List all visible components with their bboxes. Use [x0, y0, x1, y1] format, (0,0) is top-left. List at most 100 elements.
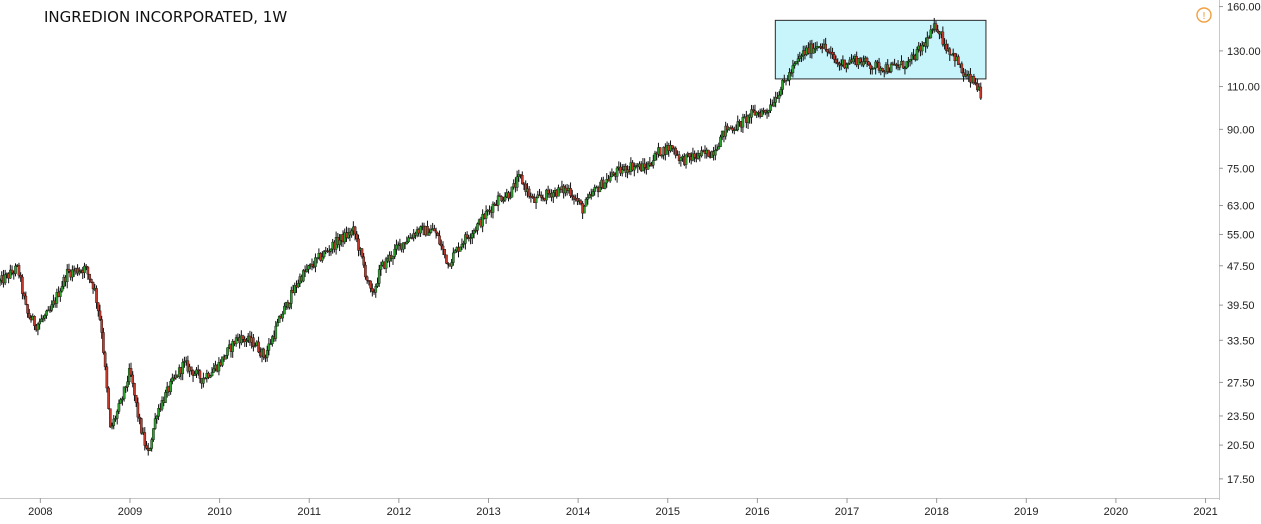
candle-up: [38, 321, 41, 325]
candle-down: [941, 31, 945, 45]
candle-up: [536, 194, 540, 199]
candle-up: [405, 241, 409, 245]
y-tick-label: 110.00: [1227, 82, 1260, 94]
candle-down: [91, 282, 95, 290]
candle-up: [907, 60, 910, 63]
candle-up: [322, 251, 326, 258]
candle-down: [731, 127, 734, 131]
warning-circle-icon[interactable]: !: [1196, 7, 1212, 23]
candle-up: [305, 269, 309, 272]
candle-up: [396, 244, 400, 247]
candle-up: [110, 425, 114, 428]
candle-down: [507, 192, 510, 199]
candle-up: [660, 154, 664, 157]
candle-up: [14, 265, 17, 274]
candle-down: [103, 352, 107, 368]
candle-up: [510, 186, 514, 198]
candle-up: [419, 226, 422, 234]
candle-up: [195, 369, 198, 375]
candle-down: [436, 232, 440, 237]
candle-up: [839, 64, 843, 67]
candle-down: [539, 195, 543, 198]
candle-down: [858, 58, 862, 63]
candle-up: [898, 64, 902, 68]
candle-up: [476, 223, 479, 231]
candle-down: [198, 370, 202, 379]
candle-up: [788, 72, 791, 81]
candle-down: [191, 370, 195, 376]
candle-up: [122, 386, 126, 400]
candle-up: [152, 428, 155, 440]
candle-up: [55, 292, 59, 304]
candle-up: [296, 283, 300, 288]
candle-up: [588, 194, 591, 198]
candle-up: [43, 315, 47, 319]
candle-up: [615, 167, 619, 177]
candle-up: [798, 55, 802, 59]
candle-up: [208, 375, 212, 378]
candle-up: [719, 136, 722, 147]
candle-down: [257, 341, 260, 353]
candle-down: [28, 313, 31, 318]
candle-down: [371, 288, 374, 292]
candle-down: [90, 278, 93, 283]
candle-up: [552, 192, 555, 198]
candle-down: [67, 268, 71, 272]
candle-up: [458, 246, 462, 252]
candle-up: [329, 248, 333, 252]
y-tick-label: 160.00: [1227, 2, 1261, 14]
candle-down: [172, 377, 176, 380]
candle-up: [469, 237, 472, 239]
candle-up: [472, 230, 476, 234]
candle-up: [741, 117, 745, 128]
candle-up: [515, 176, 519, 188]
candle-up: [583, 206, 586, 214]
x-tick-label: 2017: [835, 506, 859, 518]
candle-down: [434, 230, 438, 234]
candle-up: [845, 64, 848, 69]
candle-down: [88, 273, 91, 280]
candle-up: [281, 313, 284, 319]
candle-up: [307, 265, 310, 270]
candle-down: [124, 386, 128, 388]
y-tick-label: 75.00: [1227, 163, 1255, 175]
candle-up: [217, 362, 221, 372]
candle-down: [869, 64, 872, 70]
candle-up: [598, 187, 602, 193]
candle-down: [886, 64, 890, 72]
candle-down: [834, 59, 838, 63]
candle-up: [9, 269, 12, 279]
candle-down: [541, 197, 545, 199]
y-tick-label: 27.50: [1227, 377, 1255, 389]
candle-down: [979, 86, 983, 99]
x-tick-label: 2008: [28, 506, 52, 518]
candle-down: [693, 153, 696, 158]
candle-up: [265, 350, 269, 358]
candle-up: [121, 398, 124, 401]
candle-up: [470, 233, 474, 238]
warning-circle-ring: [1196, 7, 1212, 23]
candle-down: [353, 226, 357, 235]
candle-down: [524, 183, 528, 192]
candle-down: [867, 61, 871, 66]
candle-up: [393, 248, 397, 257]
candle-up: [620, 169, 624, 174]
candle-up: [851, 58, 855, 63]
candle-up: [45, 310, 48, 316]
candle-down: [203, 377, 207, 380]
candle-down: [888, 71, 891, 73]
candle-up: [315, 257, 319, 259]
candle-up: [429, 229, 433, 233]
candle-down: [241, 335, 245, 340]
candle-down: [865, 57, 869, 62]
candle-up: [545, 189, 548, 201]
candle-up: [920, 44, 924, 52]
candle-up: [36, 323, 40, 331]
y-axis-ticks: 17.50 20.50 23.50 27.50 33.50 39.50 47.50 55.00…: [1219, 2, 1261, 486]
x-tick-label: 2014: [566, 506, 590, 518]
candle-down: [102, 332, 105, 353]
y-tick-label: 90.00: [1227, 124, 1255, 136]
candle-up: [314, 257, 317, 267]
candle-up: [736, 121, 740, 130]
